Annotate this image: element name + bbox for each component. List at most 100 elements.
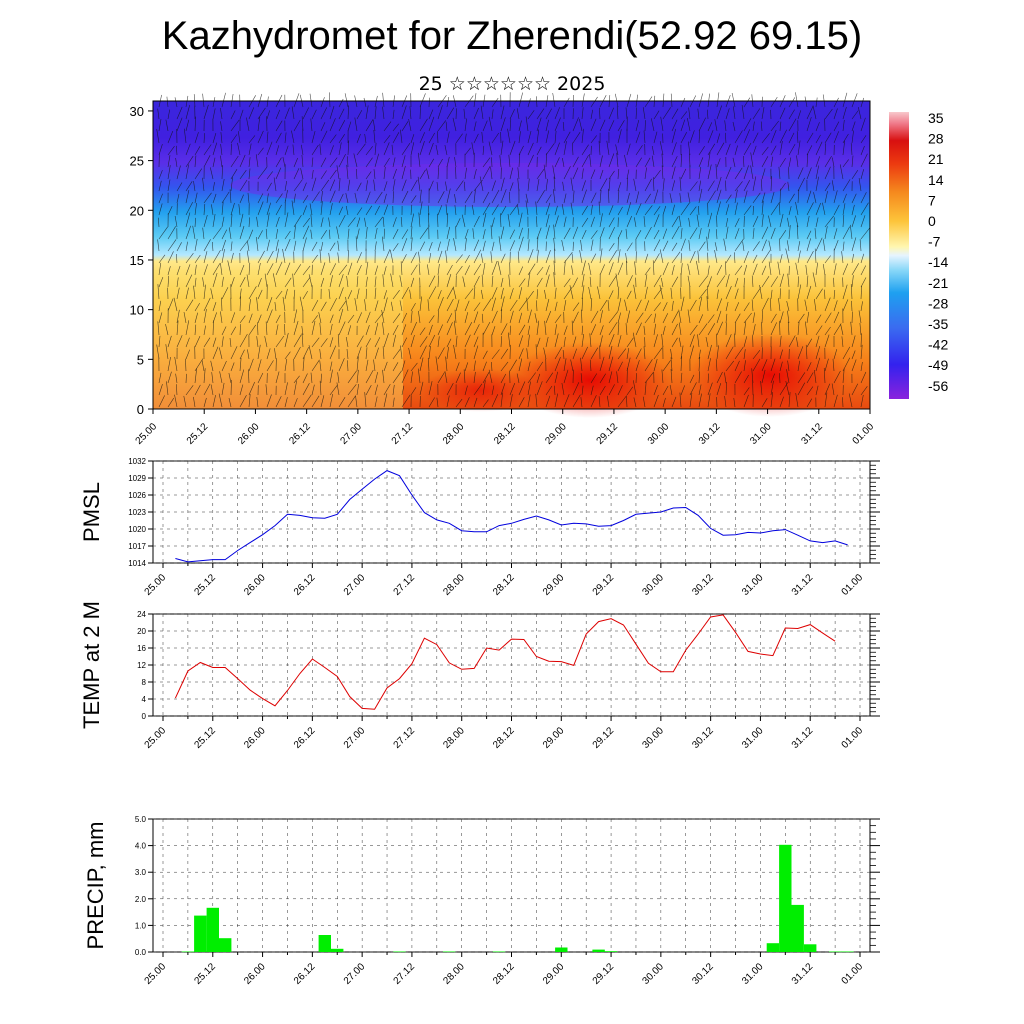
wind-barb — [536, 108, 545, 120]
wind-barb — [572, 348, 577, 360]
wind-barb — [319, 322, 322, 336]
y-tick-label: 3.0 — [135, 868, 147, 877]
wind-barb — [743, 251, 749, 264]
wind-barb — [833, 370, 841, 384]
wind-barb — [734, 313, 741, 324]
wind-barb — [743, 277, 745, 288]
wind-barb — [446, 264, 453, 276]
wind-barb — [768, 261, 772, 276]
wind-barb — [670, 357, 673, 372]
wind-barb — [563, 358, 567, 372]
wind-barb — [599, 385, 606, 396]
wind-barb — [572, 117, 579, 132]
wind-barb — [473, 286, 476, 300]
wind-barb — [230, 119, 240, 132]
wind-barb — [806, 285, 812, 300]
wind-barb — [165, 119, 169, 132]
wind-barb — [221, 201, 224, 216]
wind-barb — [680, 111, 688, 120]
wind-barb — [337, 252, 340, 264]
wind-barb — [581, 205, 588, 216]
wind-barb — [671, 142, 677, 156]
wind-barb — [239, 395, 247, 408]
wind-barb — [707, 130, 714, 144]
wind-barb — [743, 321, 747, 336]
wind-barb — [463, 369, 466, 384]
wind-barb — [446, 395, 450, 408]
wind-barb — [481, 131, 484, 144]
wind-barb — [167, 109, 170, 120]
wind-barb — [797, 250, 801, 264]
wind-barb — [176, 182, 183, 192]
wind-barb — [535, 201, 538, 216]
wind-barb — [473, 249, 482, 264]
wind-barb — [383, 361, 388, 372]
wind-barb — [401, 143, 411, 156]
wind-barb — [336, 382, 340, 396]
wind-barb — [318, 312, 322, 324]
wind-barb — [365, 288, 367, 300]
wind-barb — [544, 289, 547, 300]
precip-bar — [318, 935, 331, 952]
wind-barb — [328, 252, 331, 264]
wind-barb — [383, 135, 391, 144]
wind-barb — [410, 237, 413, 252]
wind-barb — [671, 166, 676, 180]
wind-barb — [671, 251, 681, 264]
wind-barb — [167, 275, 169, 288]
wind-barb — [338, 153, 346, 168]
wind-barb — [381, 309, 385, 324]
wind-barb — [860, 117, 866, 132]
wind-barb — [374, 265, 379, 276]
wind-barb — [741, 104, 745, 120]
wind-barb — [518, 397, 525, 408]
wind-barb — [239, 154, 246, 168]
wind-barb — [329, 203, 333, 216]
wind-barb — [527, 334, 530, 348]
x-tick-label: 31.12 — [790, 961, 816, 987]
wind-barb — [158, 180, 162, 192]
wind-barb — [221, 191, 230, 204]
wind-barb — [833, 228, 838, 240]
wind-barb — [462, 276, 466, 288]
wind-barb — [725, 254, 732, 264]
wind-barb — [527, 249, 534, 264]
wind-barb — [670, 348, 673, 360]
colorbar-tick-label: -14 — [928, 254, 948, 270]
wind-barb — [743, 360, 746, 372]
wind-barb — [320, 130, 328, 144]
wind-barb — [678, 215, 682, 228]
wind-barb — [464, 397, 470, 408]
wind-barb — [291, 130, 295, 144]
wind-barb — [626, 242, 633, 252]
wind-barb — [644, 359, 653, 372]
wind-barb — [734, 228, 740, 240]
wind-barb — [814, 369, 817, 384]
wind-barb — [455, 166, 457, 180]
wind-barb — [805, 321, 808, 336]
wind-barb — [275, 145, 280, 156]
wind-barb — [311, 299, 319, 312]
wind-barb — [779, 273, 784, 288]
wind-barb — [731, 92, 736, 108]
wind-barb — [662, 313, 669, 324]
wind-barb — [815, 237, 823, 252]
wind-barb — [401, 369, 409, 384]
wind-barb — [329, 242, 336, 252]
wind-barb — [599, 213, 603, 228]
wind-barb — [860, 394, 864, 408]
wind-barb — [272, 273, 277, 288]
wind-barb — [229, 227, 232, 240]
wind-barb — [390, 249, 394, 264]
wind-barb — [221, 216, 225, 228]
wind-barb — [401, 394, 411, 408]
wind-barb — [194, 324, 197, 336]
wind-barb — [291, 200, 295, 216]
wind-barb — [365, 119, 374, 132]
wind-barb — [437, 324, 443, 336]
wind-barb — [221, 360, 227, 372]
wind-barb — [239, 357, 242, 372]
wind-barb — [374, 337, 381, 348]
wind-barb — [840, 323, 844, 336]
wind-barb — [374, 153, 379, 168]
